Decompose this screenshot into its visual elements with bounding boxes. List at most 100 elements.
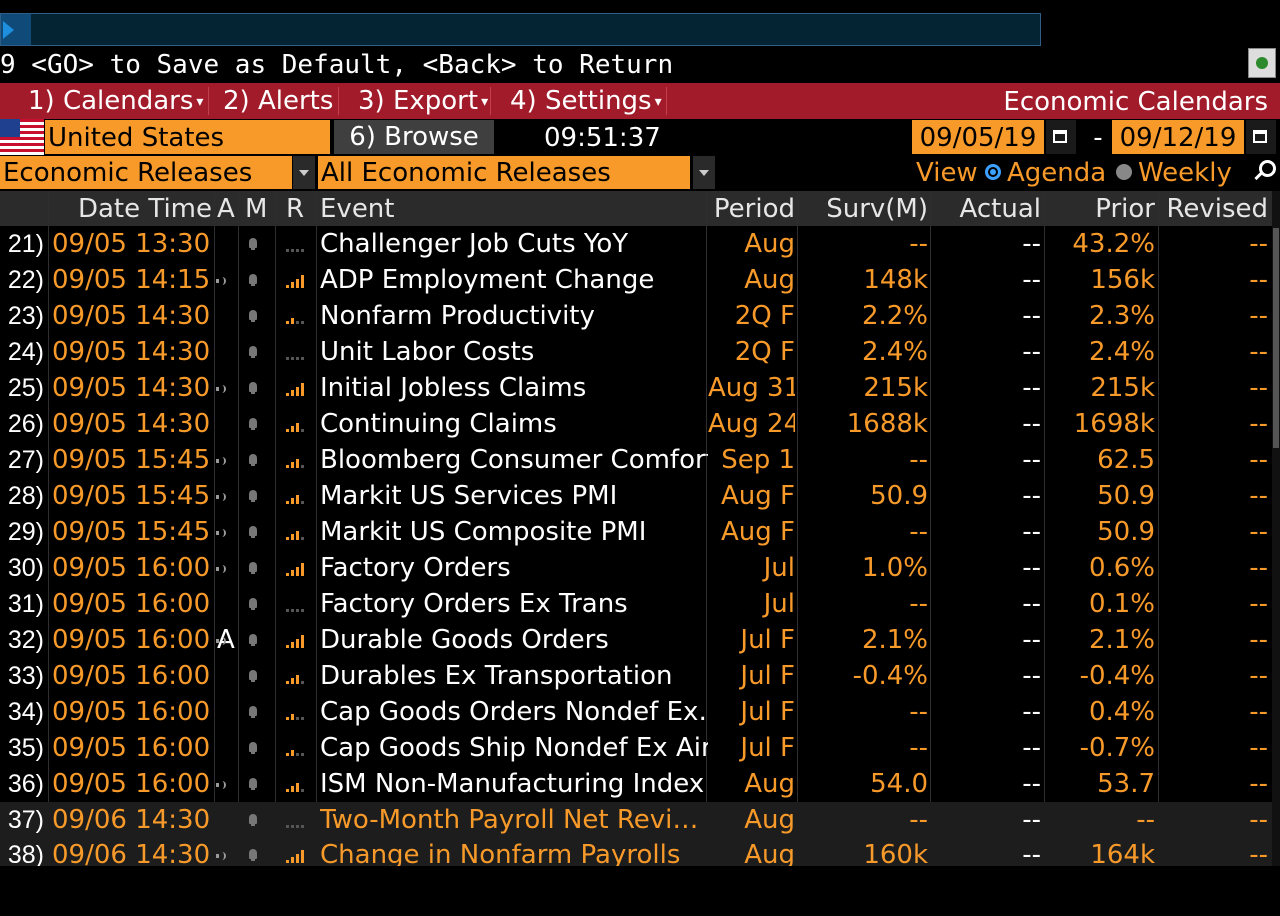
calendar-icon[interactable]: [1246, 120, 1276, 154]
launchpad-icon[interactable]: [1248, 48, 1276, 78]
bell-icon[interactable]: [249, 418, 257, 430]
bell-icon[interactable]: [249, 778, 257, 790]
row-prior: 62.5: [1097, 445, 1155, 475]
calendar-icon[interactable]: [1046, 120, 1076, 154]
country-selector[interactable]: United States: [45, 120, 330, 154]
col-datetime[interactable]: Date Time: [77, 194, 212, 224]
row-actual: --: [1022, 409, 1041, 439]
table-row[interactable]: 32) 09/05 16:00 Durable Goods Orders Jul F 2…: [0, 622, 1272, 658]
table-row[interactable]: 33) 09/05 16:00 Durables Ex Transportation…: [0, 658, 1272, 694]
audio-icon[interactable]: [216, 781, 228, 789]
audio-icon[interactable]: [216, 493, 228, 501]
row-revised: --: [1249, 517, 1268, 547]
col-prior[interactable]: Prior: [1095, 194, 1155, 224]
audio-icon[interactable]: [216, 637, 228, 645]
table-row[interactable]: 23) 09/05 14:30 Nonfarm Productivity 2Q F 2.…: [0, 298, 1272, 334]
table-row[interactable]: 21) 09/05 13:30 Challenger Job Cuts YoY Aug…: [0, 226, 1272, 262]
bell-icon[interactable]: [249, 346, 257, 358]
menu-alerts[interactable]: 2) Alerts: [223, 83, 333, 119]
table-row[interactable]: 37) 09/06 14:30 Two-Month Payroll Net Revi…: [0, 801, 1272, 838]
search-icon[interactable]: [1250, 158, 1276, 186]
chevron-down-icon[interactable]: [693, 156, 715, 189]
col-m[interactable]: M: [245, 194, 268, 224]
chevron-down-icon[interactable]: [293, 156, 315, 189]
row-actual: --: [1022, 840, 1041, 870]
table-row[interactable]: 31) 09/05 16:00 Factory Orders Ex Trans Jul…: [0, 586, 1272, 622]
table-row[interactable]: 30) 09/05 16:00 Factory Orders Jul 1.0% -- 0.6…: [0, 550, 1272, 586]
menu-export[interactable]: 3) Export ▾: [358, 83, 488, 119]
command-line[interactable]: [0, 13, 1041, 46]
col-period[interactable]: Period: [713, 194, 795, 224]
bell-icon[interactable]: [249, 562, 257, 574]
view-weekly-label[interactable]: Weekly: [1138, 158, 1232, 188]
row-actual: --: [1022, 589, 1041, 619]
row-revised: --: [1249, 373, 1268, 403]
row-prior: 156k: [1090, 265, 1155, 295]
view-agenda-radio[interactable]: [985, 164, 1001, 180]
table-row[interactable]: 28) 09/05 15:45 Markit US Services PMI Aug …: [0, 478, 1272, 514]
menu-calendars[interactable]: 1) Calendars ▾: [28, 83, 203, 119]
table-row[interactable]: 25) 09/05 14:30 Initial Jobless Claims Aug …: [0, 370, 1272, 406]
bell-icon[interactable]: [249, 706, 257, 718]
date-separator: -: [1093, 123, 1103, 153]
relevance-bars-icon: [286, 706, 308, 720]
table-row[interactable]: 35) 09/05 16:00 Cap Goods Ship Nondef Ex A…: [0, 730, 1272, 766]
row-event: Cap Goods Orders Nondef Ex…: [320, 697, 708, 727]
scrollbar[interactable]: [1272, 191, 1280, 866]
row-survey: 2.4%: [861, 337, 928, 367]
bell-icon[interactable]: [249, 490, 257, 502]
col-revised[interactable]: Revised: [1166, 194, 1268, 224]
bell-icon[interactable]: [249, 454, 257, 466]
audio-icon[interactable]: [216, 529, 228, 537]
row-number: 34): [7, 698, 44, 726]
audio-icon[interactable]: [216, 277, 228, 285]
col-a[interactable]: A: [217, 194, 235, 224]
bell-icon[interactable]: [249, 670, 257, 682]
table-row[interactable]: 29) 09/05 15:45 Markit US Composite PMI Aug…: [0, 514, 1272, 550]
relevance-bars-icon: [286, 526, 308, 540]
start-date-field[interactable]: 09/05/19: [912, 120, 1044, 154]
scrollbar-thumb[interactable]: [1273, 228, 1279, 448]
menu-export-label: 3) Export: [358, 86, 479, 116]
column-divider: [1158, 191, 1159, 866]
row-revised: --: [1249, 769, 1268, 799]
view-agenda-label[interactable]: Agenda: [1007, 158, 1107, 188]
table-row[interactable]: 36) 09/05 16:00 ISM Non-Manufacturing Inde…: [0, 766, 1272, 802]
col-surv[interactable]: Surv(M): [826, 194, 928, 224]
table-row[interactable]: 26) 09/05 14:30 Continuing Claims Aug 24 168…: [0, 406, 1272, 442]
bell-icon[interactable]: [249, 849, 257, 861]
browse-button[interactable]: 6) Browse: [334, 120, 494, 154]
audio-icon[interactable]: [216, 565, 228, 573]
end-date-field[interactable]: 09/12/19: [1112, 120, 1244, 154]
audio-icon[interactable]: [216, 385, 228, 393]
row-number: 36): [7, 770, 44, 798]
bell-icon[interactable]: [249, 813, 257, 826]
bell-icon[interactable]: [249, 274, 257, 286]
audio-icon[interactable]: [216, 852, 228, 860]
row-number: 26): [7, 410, 44, 438]
col-event[interactable]: Event: [320, 194, 395, 224]
row-revised: --: [1249, 553, 1268, 583]
bell-icon[interactable]: [249, 382, 257, 394]
row-prior: 164k: [1090, 840, 1155, 870]
menu-settings-label: 4) Settings: [510, 86, 652, 116]
row-period: Jul F: [740, 661, 795, 691]
col-actual[interactable]: Actual: [959, 194, 1041, 224]
table-row[interactable]: 24) 09/05 14:30 Unit Labor Costs 2Q F 2.4% --…: [0, 334, 1272, 370]
bell-icon[interactable]: [249, 598, 257, 610]
table-row[interactable]: 34) 09/05 16:00 Cap Goods Orders Nondef Ex…: [0, 694, 1272, 730]
row-actual: --: [1022, 733, 1041, 763]
table-row[interactable]: 27) 09/05 15:45 Bloomberg Consumer Comfort…: [0, 442, 1272, 478]
category-select[interactable]: Economic Releases: [0, 156, 292, 189]
bell-icon[interactable]: [249, 634, 257, 646]
view-weekly-radio[interactable]: [1116, 164, 1132, 180]
menu-settings[interactable]: 4) Settings ▾: [510, 83, 662, 119]
bell-icon[interactable]: [249, 310, 257, 322]
col-r[interactable]: R: [286, 194, 305, 224]
audio-icon[interactable]: [216, 457, 228, 465]
bell-icon[interactable]: [249, 238, 257, 250]
table-row[interactable]: 22) 09/05 14:15 ADP Employment Change Aug 14…: [0, 262, 1272, 298]
bell-icon[interactable]: [249, 742, 257, 754]
subcategory-select[interactable]: All Economic Releases: [318, 156, 690, 189]
bell-icon[interactable]: [249, 526, 257, 538]
